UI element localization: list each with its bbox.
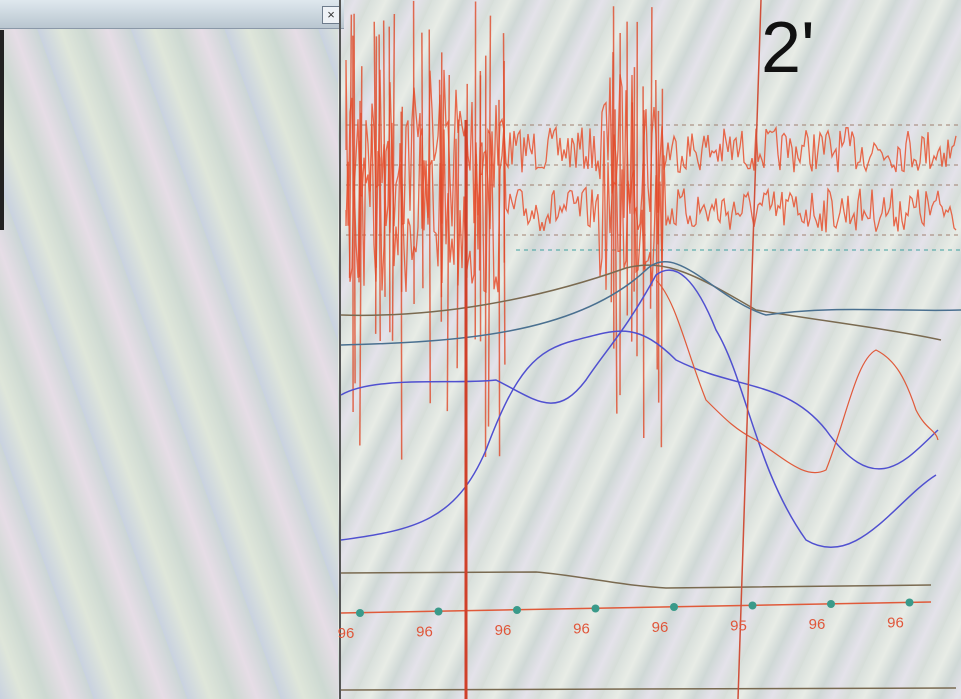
panel-edge	[0, 30, 4, 230]
emg-spike	[429, 29, 430, 403]
emg-spike	[402, 107, 403, 292]
emg-traces	[346, 1, 956, 460]
beat-dot	[592, 605, 600, 613]
beat-markers: 96 96 96 96 96 95 96 96	[338, 599, 914, 643]
beat-dot	[356, 609, 364, 617]
screen: × 9696969696959696 2' (() => { const dat…	[0, 0, 961, 699]
emg-spike	[350, 15, 352, 278]
emg-spike	[632, 102, 633, 341]
beat-dot	[670, 603, 678, 611]
cursor-line	[738, 0, 761, 699]
baseline	[341, 688, 956, 690]
beat-label: 95	[730, 618, 747, 635]
beat-dot	[513, 606, 521, 614]
window-titlebar: ×	[0, 0, 344, 29]
emg-spike	[393, 14, 395, 341]
emg-spike	[457, 120, 458, 369]
emg-spike	[656, 80, 657, 370]
beat-label: 96	[338, 625, 355, 642]
trace-brown	[341, 572, 931, 588]
beat-label: 96	[416, 624, 433, 641]
beat-dot	[435, 608, 443, 616]
emg-spike	[489, 16, 491, 427]
emg-spike	[499, 100, 500, 456]
trace-brown	[341, 265, 941, 340]
trace-plot: 96 96 96 96 96 95 96 96 2'	[336, 0, 961, 699]
emg-spike	[615, 109, 617, 413]
emg-spike	[651, 7, 652, 309]
emg-spike	[389, 27, 390, 333]
emg-spike	[644, 110, 645, 271]
beat-label: 96	[652, 619, 669, 636]
beat-label: 96	[495, 622, 512, 639]
emg-spike	[422, 33, 423, 289]
beat-label: 96	[809, 616, 826, 633]
emg-spike	[611, 52, 613, 302]
beat-dot	[906, 599, 914, 607]
emg-spike	[376, 36, 377, 334]
baseline	[341, 602, 931, 613]
emg-spike	[661, 89, 662, 448]
side-panel	[0, 0, 338, 699]
beat-label: 96	[887, 615, 904, 632]
beat-dot	[827, 600, 835, 608]
trace-red	[656, 280, 938, 473]
beat-label: 96	[573, 621, 590, 638]
time-marker: 2'	[761, 8, 815, 88]
emg-spike	[354, 14, 355, 384]
beat-dot	[749, 602, 757, 610]
